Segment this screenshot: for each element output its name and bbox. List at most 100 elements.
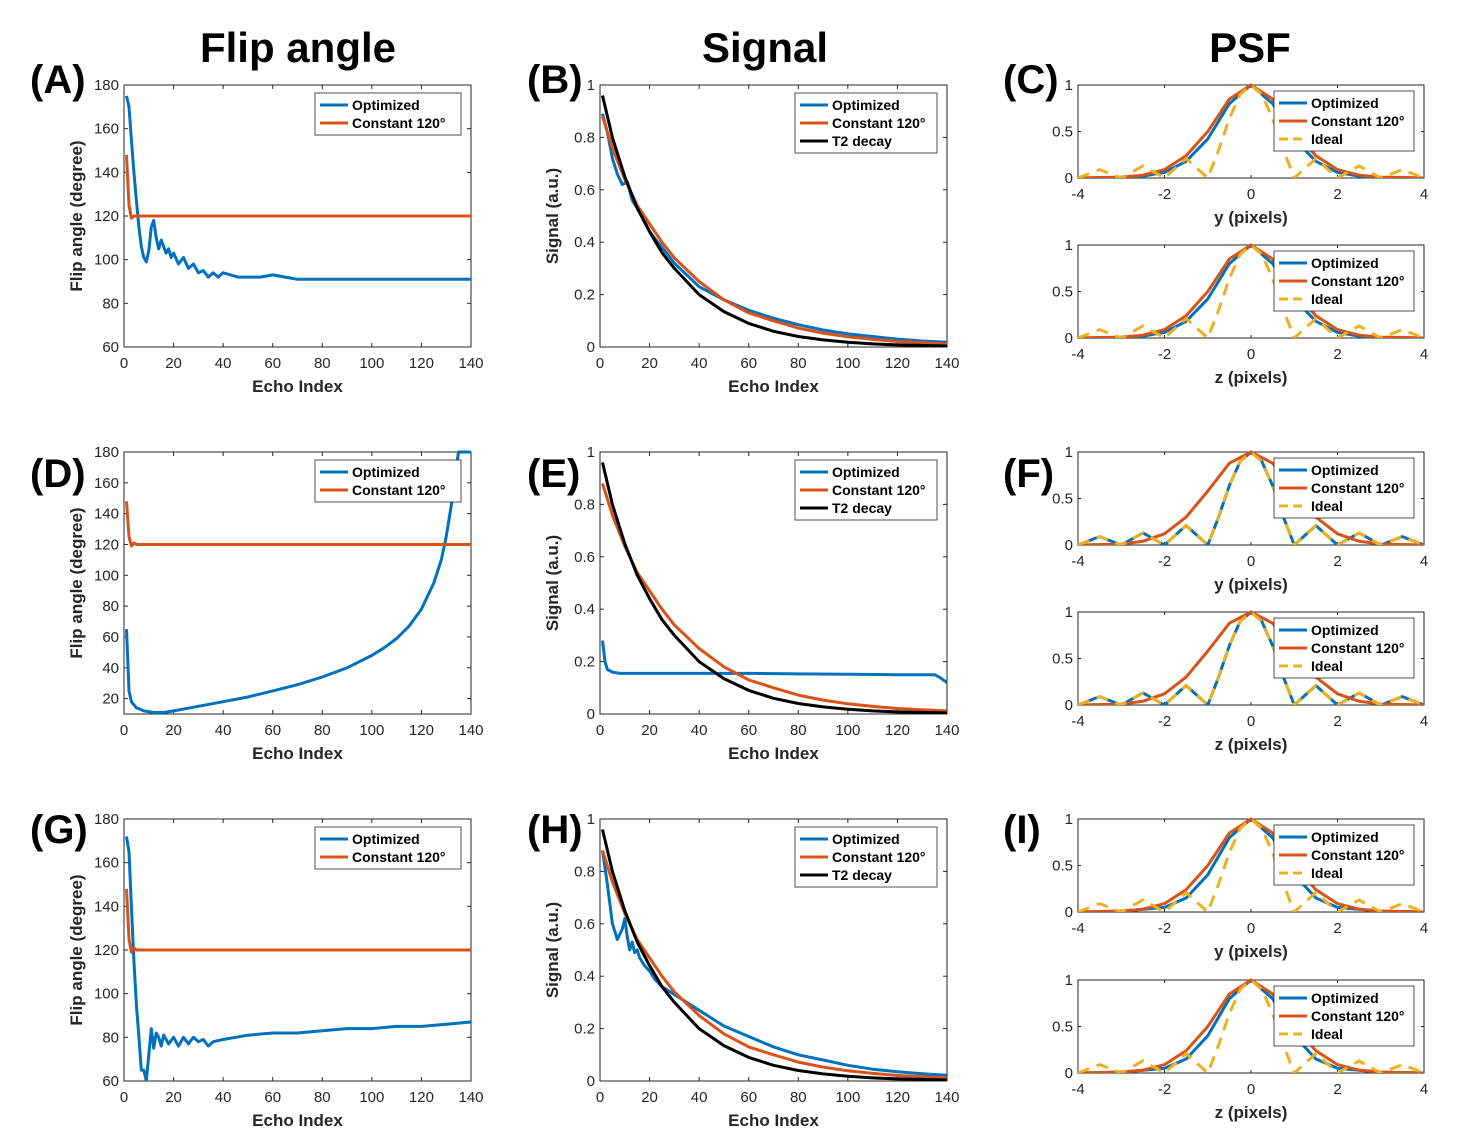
legend-entry-label: Optimized [352, 464, 420, 480]
x-tick-label: 2 [1333, 713, 1341, 730]
x-axis-label: y (pixels) [1214, 942, 1288, 961]
y-tick-label: 160 [94, 855, 119, 872]
y-tick-label: 0 [1065, 697, 1073, 714]
y-tick-label: 0.5 [1052, 858, 1073, 875]
legend-entry-label: Constant 120° [1311, 847, 1405, 863]
legend-entry-label: Optimized [832, 464, 900, 480]
legend-entry-label: Constant 120° [832, 115, 926, 131]
series-line-optimized [125, 450, 471, 714]
x-tick-label: 140 [458, 355, 483, 372]
legend-entry-label: Optimized [1311, 829, 1379, 845]
series-line-optimized [125, 95, 471, 281]
legend-entry-label: Constant 120° [1311, 1008, 1405, 1024]
legend-entry-label: Optimized [1311, 95, 1379, 111]
chart-I1: (I) -4 -2 0 2 4 0 0.5 1 y (pixels) Optimized Consta… [1003, 808, 1428, 961]
panel-label-C1: (C) [1003, 58, 1059, 102]
y-tick-label: 1 [1065, 77, 1073, 94]
legend-entry-label: Optimized [1311, 462, 1379, 478]
x-tick-label: -2 [1158, 553, 1171, 570]
x-tick-label: 140 [934, 722, 959, 739]
y-tick-label: 140 [94, 506, 119, 523]
y-tick-label: 0 [1065, 537, 1073, 554]
x-tick-label: 100 [835, 1089, 860, 1106]
x-tick-label: 0 [1247, 920, 1255, 937]
x-tick-label: 100 [835, 355, 860, 372]
panel-label-E: (E) [527, 452, 580, 496]
y-tick-label: 0 [587, 706, 595, 723]
x-tick-label: 0 [120, 1089, 128, 1106]
x-tick-label: 40 [215, 355, 232, 372]
series-line-t2-decay [601, 462, 947, 714]
x-axis-label: Echo Index [252, 377, 343, 396]
y-tick-label: 20 [102, 691, 119, 708]
legend-G: Optimized Constant 120° [314, 826, 462, 870]
legend-entry-label: Constant 120° [832, 849, 926, 865]
y-tick-label: 0.6 [574, 916, 595, 933]
y-tick-label: 0.4 [574, 234, 595, 251]
x-tick-label: 20 [641, 1089, 658, 1106]
x-tick-label: 120 [409, 355, 434, 372]
y-tick-label: 0 [1065, 1065, 1073, 1082]
x-tick-label: 0 [1247, 1081, 1255, 1098]
chart-F2: -4 -2 0 2 4 0 0.5 1 z (pixels) Optimized Constant … [1052, 604, 1428, 754]
x-axis-label: Echo Index [728, 744, 819, 763]
x-axis-label: z (pixels) [1215, 1103, 1288, 1122]
y-tick-label: 0.5 [1052, 1019, 1073, 1036]
x-tick-label: 60 [264, 722, 281, 739]
legend-A: Optimized Constant 120° [314, 92, 462, 136]
panel-label-B: (B) [527, 58, 583, 102]
x-axis-label: y (pixels) [1214, 575, 1288, 594]
legend-entry-label: Ideal [1311, 291, 1343, 307]
x-tick-label: 140 [458, 1089, 483, 1106]
x-tick-label: -4 [1071, 186, 1084, 203]
x-tick-label: 120 [409, 1089, 434, 1106]
column-title-signal: Signal [702, 24, 828, 71]
y-tick-label: 140 [94, 164, 119, 181]
series-line-constant-120 [1078, 243, 1424, 338]
y-tick-label: 0.5 [1052, 284, 1073, 301]
legend-entry-label: Constant 120° [1311, 273, 1405, 289]
legend-entry-label: Constant 120° [352, 115, 446, 131]
legend-entry-label: T2 decay [832, 133, 892, 149]
chart-H: (H) 0 20 40 60 80 100 120 140 0 0.2 0.4 0.6 0.8 1 Echo … [527, 808, 960, 1130]
y-tick-label: 0 [1065, 170, 1073, 187]
column-title-flip-angle: Flip angle [200, 24, 396, 71]
x-tick-label: 40 [215, 1089, 232, 1106]
y-tick-label: 1 [587, 444, 595, 461]
y-tick-label: 0.2 [574, 654, 595, 671]
y-tick-label: 100 [94, 986, 119, 1003]
x-tick-label: 40 [691, 722, 708, 739]
x-tick-label: 20 [165, 355, 182, 372]
x-tick-label: 120 [885, 355, 910, 372]
x-tick-label: 120 [885, 1089, 910, 1106]
x-tick-label: 4 [1420, 920, 1428, 937]
y-axis-label: Signal (a.u.) [543, 535, 562, 631]
y-tick-label: 100 [94, 567, 119, 584]
chart-E: (E) 0 20 40 60 80 100 120 140 0 0.2 0.4 0.6 0.8 1 Echo … [527, 444, 960, 763]
x-tick-label: 0 [1247, 186, 1255, 203]
legend-entry-label: Optimized [1311, 622, 1379, 638]
series-line-optimized [601, 113, 947, 344]
y-axis-label: Signal (a.u.) [543, 902, 562, 998]
y-tick-label: 1 [1065, 237, 1073, 254]
legend-box [314, 826, 462, 870]
x-tick-label: 100 [835, 722, 860, 739]
x-tick-label: -2 [1158, 920, 1171, 937]
series-line-constant-120 [125, 888, 471, 954]
x-tick-label: -4 [1071, 1081, 1084, 1098]
x-tick-label: 4 [1420, 553, 1428, 570]
y-tick-label: 140 [94, 898, 119, 915]
panel-label-A: (A) [30, 58, 86, 102]
y-tick-label: 100 [94, 252, 119, 269]
legend-entry-label: Constant 120° [352, 482, 446, 498]
x-tick-label: 120 [885, 722, 910, 739]
legend-entry-label: Constant 120° [832, 482, 926, 498]
x-tick-label: 4 [1420, 1081, 1428, 1098]
x-tick-label: 0 [596, 1089, 604, 1106]
y-tick-label: 0.8 [574, 496, 595, 513]
y-axis-label: Flip angle (degree) [67, 874, 86, 1025]
legend-entry-label: T2 decay [832, 867, 892, 883]
legend-entry-label: Optimized [352, 831, 420, 847]
legend-entry-label: Ideal [1311, 131, 1343, 147]
x-tick-label: 100 [359, 722, 384, 739]
